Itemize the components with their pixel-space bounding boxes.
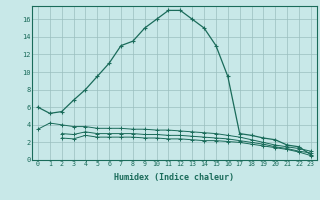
X-axis label: Humidex (Indice chaleur): Humidex (Indice chaleur) xyxy=(115,173,234,182)
